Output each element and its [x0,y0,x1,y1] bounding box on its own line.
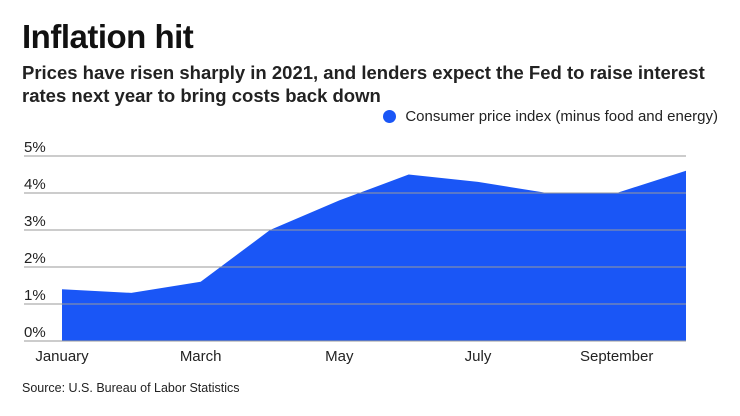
y-tick-label: 3% [24,213,46,230]
y-tick-label: 5% [24,139,46,156]
y-tick-label: 0% [24,324,46,341]
series-area [62,170,686,341]
legend-marker-icon [383,110,397,123]
x-tick-label: March [180,348,222,365]
x-tick-label: May [325,348,354,365]
legend-label: Consumer price index (minus food and ene… [405,108,718,125]
source-note: Source: U.S. Bureau of Labor Statistics [22,381,240,395]
x-tick-label: January [35,348,89,365]
chart-subtitle: Prices have risen sharply in 2021, and l… [22,62,705,106]
x-tick-label: September [580,348,653,365]
y-tick-label: 4% [24,176,46,193]
legend: Consumer price index (minus food and ene… [383,108,718,125]
y-tick-label: 2% [24,250,46,267]
y-tick-label: 1% [24,287,46,304]
x-tick-label: July [465,348,492,365]
chart-title: Inflation hit [22,18,194,55]
